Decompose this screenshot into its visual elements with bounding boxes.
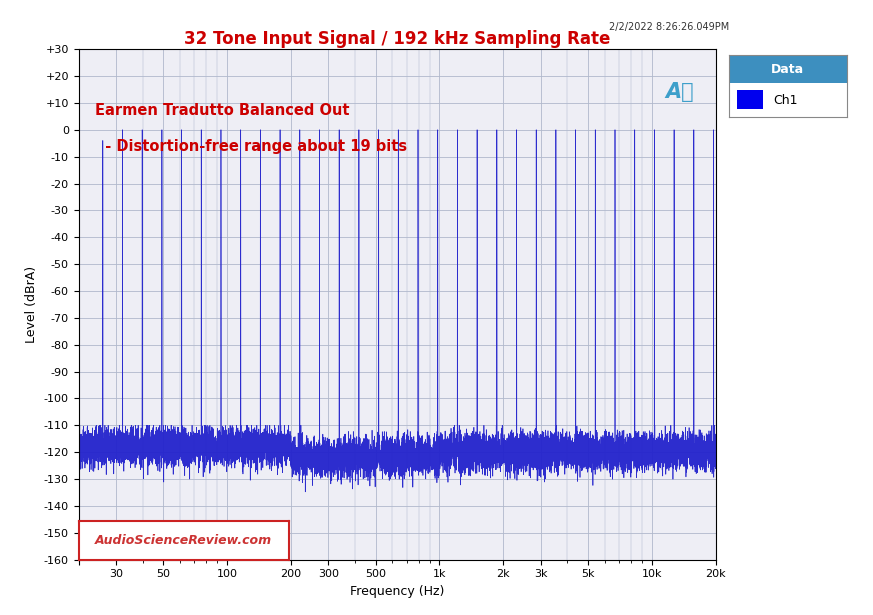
Bar [729,55,847,83]
Text: Earmen Tradutto Balanced Out: Earmen Tradutto Balanced Out [94,103,349,118]
Text: 2/2/2022 8:26:26.049PM: 2/2/2022 8:26:26.049PM [608,22,729,31]
Title: 32 Tone Input Signal / 192 kHz Sampling Rate: 32 Tone Input Signal / 192 kHz Sampling … [184,30,610,47]
Y-axis label: Level (dBrA): Level (dBrA) [25,266,38,343]
Bar [737,90,763,109]
Text: Ch1: Ch1 [773,93,798,107]
Text: Data: Data [772,63,804,76]
X-axis label: Frequency (Hz): Frequency (Hz) [350,585,444,598]
Text: AⓅ: AⓅ [665,82,693,102]
Text: - Distortion-free range about 19 bits: - Distortion-free range about 19 bits [94,138,407,154]
